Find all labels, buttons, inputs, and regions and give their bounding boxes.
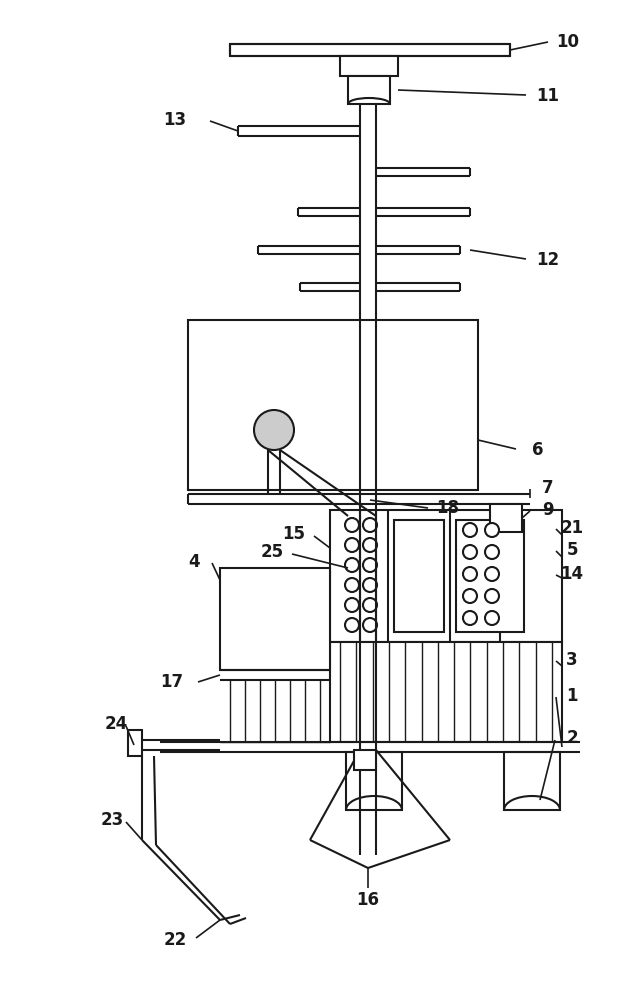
Bar xyxy=(128,730,142,756)
Text: 10: 10 xyxy=(557,33,580,51)
Circle shape xyxy=(463,545,477,559)
Text: 17: 17 xyxy=(160,673,183,691)
Bar xyxy=(330,510,562,642)
Circle shape xyxy=(345,618,359,632)
Circle shape xyxy=(363,578,377,592)
Circle shape xyxy=(345,578,359,592)
Text: 21: 21 xyxy=(560,519,583,537)
Text: 18: 18 xyxy=(437,499,459,517)
Circle shape xyxy=(485,589,499,603)
Circle shape xyxy=(485,611,499,625)
Circle shape xyxy=(463,523,477,537)
Text: 14: 14 xyxy=(560,565,583,583)
Bar xyxy=(188,320,478,490)
Bar xyxy=(220,568,330,670)
Circle shape xyxy=(345,598,359,612)
Circle shape xyxy=(363,518,377,532)
Text: 25: 25 xyxy=(260,543,283,561)
Text: 2: 2 xyxy=(566,729,578,747)
Circle shape xyxy=(463,567,477,581)
Text: 12: 12 xyxy=(537,251,560,269)
Bar xyxy=(330,642,562,742)
Text: 4: 4 xyxy=(188,553,200,571)
Bar xyxy=(456,520,524,632)
Circle shape xyxy=(345,538,359,552)
Circle shape xyxy=(345,518,359,532)
Text: 11: 11 xyxy=(537,87,560,105)
Text: 24: 24 xyxy=(104,715,128,733)
Bar xyxy=(230,44,510,56)
Text: 7: 7 xyxy=(542,479,554,497)
Circle shape xyxy=(485,567,499,581)
Bar xyxy=(490,504,522,532)
Text: 15: 15 xyxy=(283,525,306,543)
Text: 3: 3 xyxy=(566,651,578,669)
Bar xyxy=(504,752,560,810)
Circle shape xyxy=(485,545,499,559)
Circle shape xyxy=(254,410,294,450)
Bar xyxy=(354,750,376,770)
Bar xyxy=(346,752,402,810)
Circle shape xyxy=(363,538,377,552)
Text: 23: 23 xyxy=(100,811,124,829)
Bar xyxy=(348,76,390,104)
Circle shape xyxy=(463,611,477,625)
Text: 13: 13 xyxy=(163,111,187,129)
Text: 16: 16 xyxy=(356,891,379,909)
Text: 22: 22 xyxy=(163,931,187,949)
Text: 5: 5 xyxy=(566,541,578,559)
Text: 9: 9 xyxy=(542,501,554,519)
Circle shape xyxy=(345,558,359,572)
Circle shape xyxy=(363,558,377,572)
Circle shape xyxy=(485,523,499,537)
Circle shape xyxy=(463,589,477,603)
Circle shape xyxy=(363,598,377,612)
Circle shape xyxy=(363,618,377,632)
Text: 6: 6 xyxy=(532,441,544,459)
Bar xyxy=(340,56,398,76)
Text: 1: 1 xyxy=(566,687,578,705)
Bar xyxy=(394,520,444,632)
